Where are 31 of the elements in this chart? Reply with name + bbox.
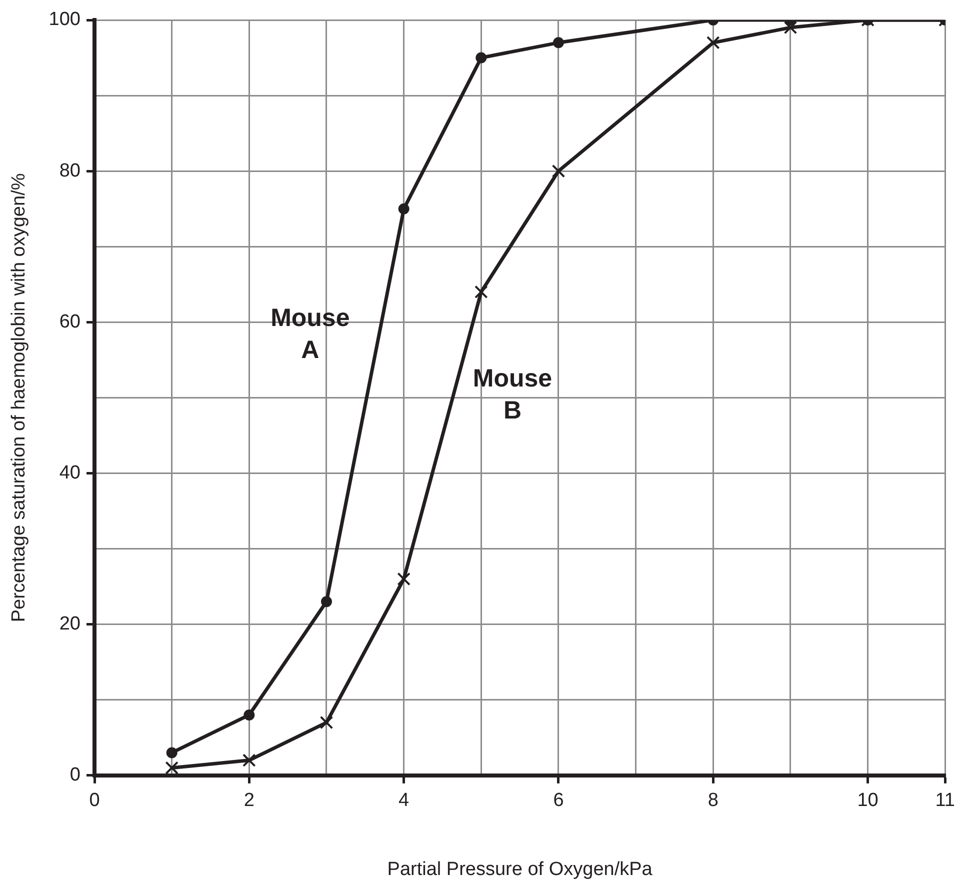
point <box>166 747 178 758</box>
point <box>165 761 178 775</box>
point <box>244 709 255 720</box>
y-tick-label: 60 <box>59 311 80 332</box>
x-tick-label: 11 <box>935 790 956 812</box>
x-tick-label: 10 <box>857 790 878 812</box>
x-tick-label: 4 <box>398 790 410 812</box>
point <box>706 36 720 50</box>
y-tick-label: 40 <box>59 462 80 484</box>
y-tick-label: 80 <box>59 160 80 182</box>
point <box>242 754 256 767</box>
y-tick-label: 100 <box>48 9 80 30</box>
point <box>397 572 410 586</box>
series-label: Mouse B <box>472 364 552 424</box>
point <box>398 203 410 214</box>
x-tick-label: 8 <box>708 790 718 812</box>
point <box>552 164 566 178</box>
point <box>320 716 334 730</box>
y-tick-label: 0 <box>70 764 80 786</box>
point <box>476 52 487 64</box>
point <box>320 596 332 608</box>
series-label: Mouse A <box>270 304 350 364</box>
y-tick-label: 20 <box>59 614 80 635</box>
x-tick-label: 6 <box>553 790 564 812</box>
x-axis-title: Partial Pressure of Oxygen/kPa <box>387 858 653 880</box>
point <box>784 20 798 34</box>
y-axis-title: Percentage saturation of haemoglobin with oxygen/% <box>8 173 30 622</box>
x-tick-label: 0 <box>89 790 100 812</box>
point <box>474 285 488 299</box>
point <box>552 37 564 48</box>
x-tick-label: 2 <box>244 790 254 812</box>
